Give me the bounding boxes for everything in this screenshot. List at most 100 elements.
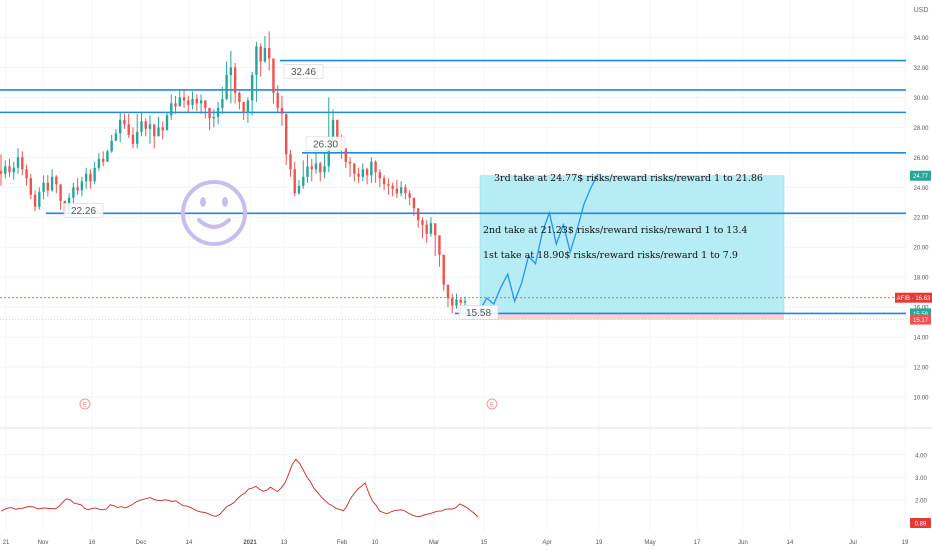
candle-body bbox=[314, 163, 318, 170]
time-tick-label: 2021 bbox=[243, 540, 257, 546]
candle-body bbox=[153, 124, 156, 137]
time-tick-label: 14 bbox=[186, 540, 193, 546]
smiley-face-icon[interactable] bbox=[181, 180, 247, 246]
time-tick-label: 21 bbox=[3, 540, 10, 546]
price-tick-label: 18.00 bbox=[913, 276, 929, 282]
trade-annotations[interactable]: 3rd take at 24.77$ risks/reward risks/re… bbox=[483, 173, 763, 261]
candle-body bbox=[72, 187, 75, 198]
candle-body bbox=[195, 98, 199, 104]
candle-body bbox=[59, 184, 62, 201]
horizontal-levels[interactable] bbox=[0, 59, 906, 315]
volume-last-label: 0.89 bbox=[915, 522, 927, 528]
level-label-box bbox=[305, 136, 346, 152]
candle-body bbox=[178, 97, 181, 107]
candle-body bbox=[276, 92, 279, 108]
candle-body bbox=[361, 169, 365, 177]
projection-path[interactable] bbox=[465, 173, 599, 321]
candle-body bbox=[319, 163, 322, 173]
candle-body bbox=[429, 223, 433, 234]
time-tick-label: May bbox=[644, 540, 655, 546]
time-tick-label: Mar bbox=[429, 540, 439, 546]
candle-body bbox=[174, 103, 177, 107]
candle-body bbox=[136, 131, 139, 144]
candle-body bbox=[233, 67, 237, 93]
price-badge bbox=[910, 314, 931, 325]
candle-body bbox=[4, 166, 7, 174]
candle-body bbox=[101, 158, 105, 162]
candle-body bbox=[365, 169, 369, 176]
price-candles bbox=[0, 31, 467, 314]
level-label: 22.26 bbox=[71, 206, 96, 217]
candle-body bbox=[221, 98, 224, 108]
volume-pane bbox=[0, 458, 479, 518]
candle-body bbox=[25, 169, 28, 179]
price-tick-label: 28.00 bbox=[913, 126, 929, 132]
level-label: 15.58 bbox=[466, 308, 491, 319]
candle-body bbox=[144, 121, 147, 129]
level-label: 26.30 bbox=[313, 139, 338, 150]
price-tick-label: 22.00 bbox=[913, 216, 929, 222]
price-tick-label: 34.00 bbox=[913, 36, 929, 42]
candle-body bbox=[199, 100, 203, 104]
candle-body bbox=[382, 178, 386, 185]
candle-body bbox=[208, 107, 211, 119]
candle-body bbox=[297, 185, 301, 194]
candle-body bbox=[80, 181, 84, 191]
candle-body bbox=[33, 194, 37, 207]
ticker-badge bbox=[895, 292, 932, 303]
candle-body bbox=[29, 178, 32, 195]
time-tick-label: Dec bbox=[136, 540, 147, 546]
candle-body bbox=[212, 116, 216, 119]
candle-body bbox=[434, 223, 437, 236]
candle-body bbox=[387, 184, 390, 186]
candle-body bbox=[16, 157, 20, 168]
position-zone[interactable] bbox=[479, 175, 785, 320]
price-axis[interactable]: 34.00 32.00 30.00 28.00 26.00 24.00 22.00 20.00… bbox=[913, 36, 929, 402]
candle-body bbox=[408, 193, 411, 198]
candle-body bbox=[187, 100, 190, 105]
price-tick-label: 12.00 bbox=[913, 366, 929, 372]
candle-body bbox=[250, 74, 254, 101]
price-badge-label: 24.77 bbox=[913, 174, 929, 180]
candle-body bbox=[336, 119, 339, 140]
candle-body bbox=[327, 148, 330, 167]
candle-body bbox=[21, 157, 24, 170]
annotation-text: 3rd take at 24.77$ risks/reward risks/re… bbox=[494, 173, 763, 184]
time-tick-label: Jul bbox=[849, 540, 857, 546]
candle-body bbox=[451, 298, 454, 306]
earnings-event-label: E bbox=[490, 403, 494, 409]
candle-body bbox=[114, 133, 118, 141]
earnings-event-icon bbox=[486, 398, 498, 410]
candle-body bbox=[412, 197, 416, 209]
candle-body bbox=[216, 107, 220, 117]
candle-body bbox=[238, 92, 241, 102]
candle-body bbox=[225, 74, 228, 99]
currency-label: USD bbox=[914, 7, 929, 14]
price-tick-label: 32.00 bbox=[913, 66, 929, 72]
candle-body bbox=[127, 124, 130, 135]
candle-body bbox=[89, 173, 92, 182]
price-tick-label: 10.00 bbox=[913, 396, 929, 402]
candle-body bbox=[148, 124, 152, 129]
time-tick-label: 17 bbox=[694, 540, 701, 546]
annotation-text: 1st take at 18.90$ risks/reward risks/re… bbox=[483, 250, 738, 261]
candle-body bbox=[370, 161, 373, 176]
time-axis[interactable]: 21 Nov 16 Dec 14 2021 13 Feb 10 Mar 15 Apr 19 May 17 Ju… bbox=[3, 540, 909, 546]
time-tick-label: Nov bbox=[38, 540, 49, 546]
candle-body bbox=[161, 127, 164, 131]
candle-body bbox=[165, 115, 169, 131]
candle-body bbox=[280, 107, 284, 114]
volume-axis: 4.00 3.00 2.00 0.89 bbox=[910, 453, 931, 528]
candle-body bbox=[357, 173, 360, 177]
stop-zone bbox=[480, 313, 784, 320]
time-tick-label: 16 bbox=[89, 540, 96, 546]
volume-line bbox=[0, 458, 479, 518]
candle-body bbox=[110, 140, 113, 152]
candle-body bbox=[46, 182, 50, 191]
candle-body bbox=[285, 113, 288, 155]
candle-body bbox=[344, 148, 348, 162]
time-tick-label: Apr bbox=[542, 540, 551, 546]
price-tick-label: 24.00 bbox=[913, 186, 929, 192]
